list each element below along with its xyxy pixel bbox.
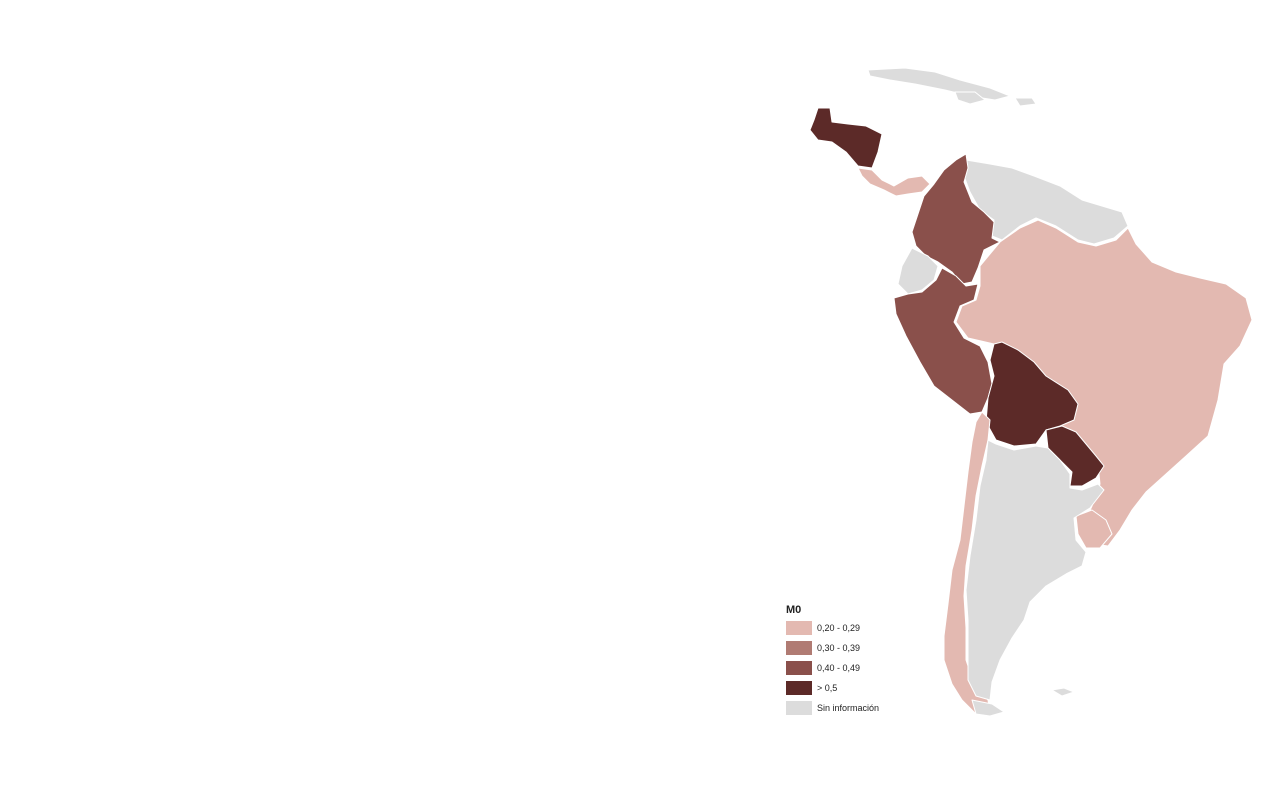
legend-item: 0,20 - 0,29 xyxy=(786,618,926,638)
legend-swatch xyxy=(786,661,812,675)
map-region-guatemala-honduras xyxy=(809,107,883,169)
map-region-tierra-del-fuego xyxy=(971,699,1005,717)
legend-swatch xyxy=(786,621,812,635)
map-region-peru xyxy=(893,267,993,415)
map-region-cuba-caribbean xyxy=(867,67,1011,101)
map-region-argentina xyxy=(965,439,1105,701)
legend-swatch xyxy=(786,681,812,695)
map-region-uruguay xyxy=(1075,509,1113,549)
map-region-falklands xyxy=(1051,687,1075,697)
legend-item: 0,30 - 0,39 xyxy=(786,638,926,658)
map-region-ecuador xyxy=(897,247,939,295)
map-region-costa-rica-panama xyxy=(857,167,931,197)
legend-label: 0,20 - 0,29 xyxy=(817,623,861,633)
legend-item: 0,40 - 0,49 xyxy=(786,658,926,678)
legend-title: M0 xyxy=(786,604,802,616)
legend-item: > 0,5 xyxy=(786,678,926,698)
map-region-caribbean-isles xyxy=(954,91,1037,107)
legend-label: > 0,5 xyxy=(817,683,838,693)
legend-swatch xyxy=(786,641,812,655)
legend-item: Sin información xyxy=(786,698,926,718)
legend-label: 0,30 - 0,39 xyxy=(817,643,861,653)
legend-label: 0,40 - 0,49 xyxy=(817,663,861,673)
legend-swatch xyxy=(786,701,812,715)
map-legend: M0 0,20 - 0,29 0,30 - 0,39 0,40 - 0,49 >… xyxy=(786,602,926,718)
legend-label: Sin información xyxy=(817,703,880,713)
